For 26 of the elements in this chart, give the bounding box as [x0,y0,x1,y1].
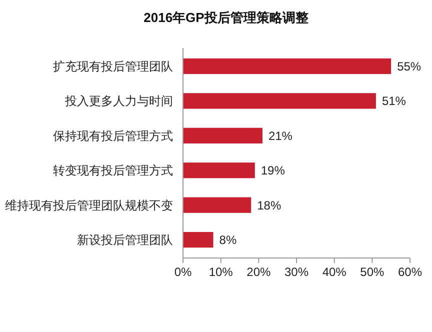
data-label: 18% [257,198,282,212]
data-label: 8% [219,232,237,247]
x-tick-label: 0% [174,265,192,279]
bar [183,162,255,178]
chart-title: 2016年GP投后管理策略调整 [144,10,310,25]
bar [183,128,262,144]
y-tick-label: 维持现有投后管理团队规模不变 [5,198,173,212]
data-label: 51% [382,94,406,108]
y-tick-label: 保持现有投后管理方式 [53,128,173,143]
data-label: 55% [397,59,422,74]
x-tick-label: 10% [208,265,234,279]
data-label: 19% [260,164,286,178]
x-tick-label: 50% [360,265,384,279]
bar [183,232,214,248]
y-tick-label: 扩充现有投后管理团队 [53,59,173,74]
data-label: 21% [268,128,293,143]
y-tick-label: 新设投后管理团队 [77,232,173,247]
x-tick-label: 20% [246,265,271,279]
bar [183,58,392,74]
x-tick-label: 60% [398,265,422,279]
x-tick-label: 30% [284,265,309,279]
bar [183,93,376,109]
y-tick-label: 投入更多人力与时间 [64,94,173,108]
y-tick-label: 转变现有投后管理方式 [53,164,173,178]
x-tick-label: 40% [322,265,347,279]
bar [183,197,252,213]
